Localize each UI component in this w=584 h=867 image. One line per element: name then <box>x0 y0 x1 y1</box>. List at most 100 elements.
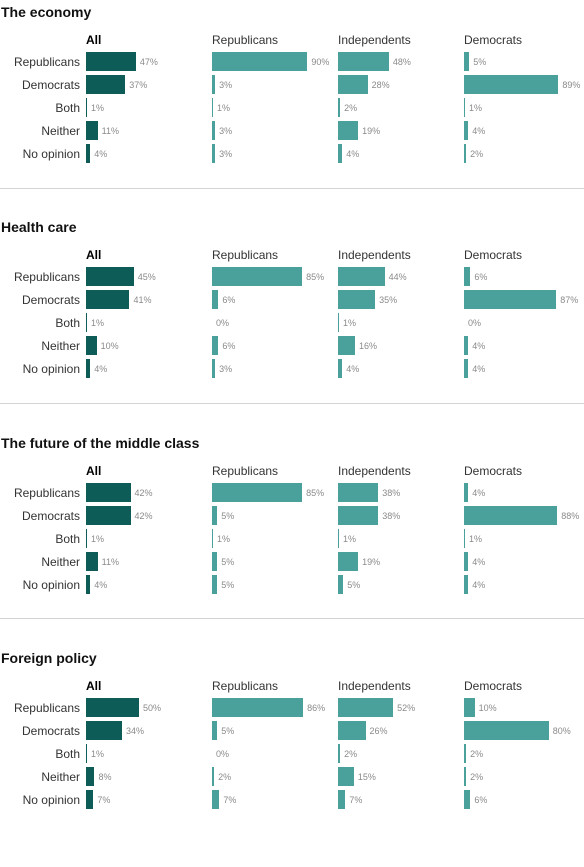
bar <box>86 267 134 286</box>
bar-value-label: 5% <box>473 57 487 67</box>
bar <box>86 144 91 163</box>
bar-value-label: 3% <box>219 149 233 159</box>
bar-value-label: 7% <box>97 795 111 805</box>
bar-value-label: 0% <box>216 318 230 328</box>
bar-value-label: 7% <box>349 795 363 805</box>
column-header: Independents <box>338 679 411 693</box>
bar <box>86 121 98 140</box>
bar-value-label: 1% <box>469 534 483 544</box>
bar-value-label: 35% <box>379 295 398 305</box>
bar <box>464 767 467 786</box>
bar-value-label: 38% <box>382 488 401 498</box>
bar-value-label: 1% <box>91 749 105 759</box>
bar-value-label: 4% <box>472 126 486 136</box>
bar <box>338 121 359 140</box>
bar-value-label: 4% <box>472 488 486 498</box>
bar-value-label: 1% <box>91 103 105 113</box>
row-label: Both <box>55 747 80 761</box>
bar-value-label: 10% <box>100 341 119 351</box>
bar <box>338 698 394 717</box>
bar-value-label: 1% <box>469 103 483 113</box>
section-title: The economy <box>1 4 92 20</box>
bar-value-label: 90% <box>311 57 330 67</box>
bar <box>86 506 131 525</box>
bar <box>212 336 219 355</box>
bar-value-label: 1% <box>217 103 231 113</box>
bar-value-label: 1% <box>91 318 105 328</box>
bar <box>212 721 218 740</box>
section-divider <box>0 188 584 189</box>
bar-value-label: 19% <box>362 126 381 136</box>
bar <box>86 75 126 94</box>
bar-value-label: 85% <box>306 488 325 498</box>
bar <box>464 575 469 594</box>
column-header: Democrats <box>464 33 523 47</box>
row-label: No opinion <box>22 793 80 807</box>
bar <box>86 290 130 309</box>
bar <box>464 359 469 378</box>
bar-value-label: 3% <box>219 126 233 136</box>
bar <box>212 506 218 525</box>
bar <box>338 75 368 94</box>
bar-value-label: 3% <box>219 364 233 374</box>
chart-section: Foreign policy All Republicans Independents… <box>0 650 584 867</box>
bar <box>338 552 359 571</box>
row-label: Republicans <box>13 270 80 284</box>
bar <box>212 267 303 286</box>
row-label: Democrats <box>21 78 80 92</box>
bar <box>338 52 389 71</box>
bar <box>464 552 469 571</box>
bar <box>464 721 549 740</box>
bar-value-label: 50% <box>143 703 162 713</box>
bar-value-label: 85% <box>306 272 325 282</box>
row-label: Neither <box>41 770 80 784</box>
bar <box>86 698 139 717</box>
bar <box>338 506 379 525</box>
bar <box>338 290 376 309</box>
bar <box>464 75 559 94</box>
row-label: Republicans <box>13 701 80 715</box>
bar <box>212 121 216 140</box>
bar <box>212 552 218 571</box>
column-header: All <box>86 464 102 478</box>
bar-value-label: 47% <box>139 57 158 67</box>
row-label: Democrats <box>21 293 80 307</box>
bar <box>86 790 94 809</box>
bar <box>464 336 469 355</box>
bar-value-label: 42% <box>134 488 153 498</box>
bar-value-label: 6% <box>222 295 236 305</box>
bar-value-label: 2% <box>470 149 484 159</box>
bar-value-label: 38% <box>382 511 401 521</box>
bar-value-label: 4% <box>346 364 360 374</box>
bar <box>86 529 87 548</box>
bar-value-label: 4% <box>472 341 486 351</box>
row-label: Democrats <box>21 509 80 523</box>
bar-value-label: 52% <box>397 703 416 713</box>
bar-value-label: 37% <box>129 80 148 90</box>
bar-value-label: 19% <box>362 557 381 567</box>
bar-value-label: 45% <box>137 272 156 282</box>
row-label: Republicans <box>13 55 80 69</box>
bar <box>338 267 385 286</box>
bar-value-label: 5% <box>221 580 235 590</box>
bar <box>464 267 471 286</box>
chart-section: Health care All Republicans Independents Dem… <box>0 219 584 436</box>
bar-value-label: 26% <box>369 726 388 736</box>
bar-value-label: 1% <box>91 534 105 544</box>
column-header: Republicans <box>212 248 279 262</box>
bar <box>464 144 467 163</box>
row-label: Both <box>55 316 80 330</box>
bar-value-label: 11% <box>101 557 120 567</box>
bar <box>464 790 471 809</box>
bar <box>86 721 123 740</box>
bar <box>464 506 558 525</box>
column-header: Independents <box>338 248 411 262</box>
bar <box>464 698 475 717</box>
bar <box>464 121 469 140</box>
bar-value-label: 0% <box>468 318 482 328</box>
bar <box>338 790 346 809</box>
bar-value-label: 28% <box>371 80 390 90</box>
bar-value-label: 44% <box>388 272 407 282</box>
bar <box>464 98 465 117</box>
bar <box>212 790 220 809</box>
